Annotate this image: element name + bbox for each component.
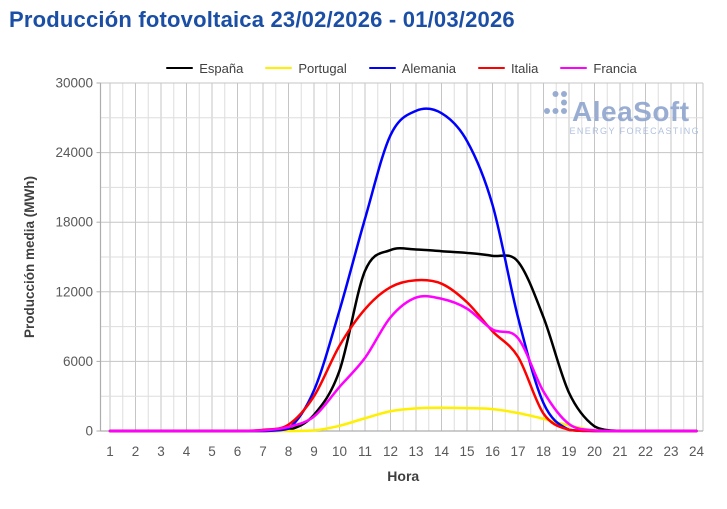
x-tick-label: 6 xyxy=(234,444,242,459)
x-tick-label: 19 xyxy=(561,444,576,459)
legend-swatch-icon xyxy=(560,66,588,70)
x-tick-label: 1 xyxy=(106,444,114,459)
x-tick-label: 13 xyxy=(408,444,423,459)
y-tick-label: 6000 xyxy=(63,354,93,369)
x-tick-label: 10 xyxy=(332,444,347,459)
logo-dots-icon xyxy=(561,91,567,97)
x-axis-title: Hora xyxy=(387,468,419,484)
x-tick-label: 3 xyxy=(157,444,165,459)
chart-title: Producción fotovoltaica 23/02/2026 - 01/… xyxy=(9,7,515,32)
x-tick-label: 15 xyxy=(459,444,474,459)
legend-swatch-icon xyxy=(166,66,194,70)
series-line-francia xyxy=(108,294,698,433)
x-tick-label: 7 xyxy=(259,444,267,459)
logo-dots-icon xyxy=(544,108,550,114)
logo-tagline: ENERGY FORECASTING xyxy=(569,126,700,136)
x-tick-label: 20 xyxy=(587,444,602,459)
x-tick-label: 9 xyxy=(310,444,318,459)
legend-item-alemania: Alemania xyxy=(368,60,456,76)
y-tick-label: 12000 xyxy=(55,284,93,299)
logo-wordmark: AleaSoft xyxy=(572,96,690,127)
legend-label: España xyxy=(199,60,244,76)
x-tick-label: 18 xyxy=(536,444,551,459)
x-tick-label: 23 xyxy=(663,444,678,459)
x-tick-label: 11 xyxy=(358,444,372,459)
x-tick-label: 2 xyxy=(132,444,140,459)
y-tick-label: 18000 xyxy=(55,215,93,230)
x-tick-label: 12 xyxy=(383,444,398,459)
x-tick-label: 17 xyxy=(510,444,525,459)
legend-item-españa: España xyxy=(166,62,243,75)
x-tick-label: 5 xyxy=(208,444,216,459)
logo-dots-icon xyxy=(552,91,559,97)
y-tick-label: 0 xyxy=(85,424,93,439)
legend-swatch-icon xyxy=(368,66,396,70)
legend-label: Francia xyxy=(593,60,637,76)
legend-label: Alemania xyxy=(401,60,456,76)
logo-dots-icon xyxy=(561,108,567,114)
x-tick-label: 4 xyxy=(183,444,191,459)
x-tick-label: 22 xyxy=(638,444,653,459)
legend-item-francia: Francia xyxy=(560,60,637,76)
logo-dots-icon xyxy=(552,108,559,114)
y-axis-title: Producción media (MWh) xyxy=(22,176,37,338)
y-tick-label: 24000 xyxy=(55,145,93,160)
y-tick-label: 30000 xyxy=(55,76,93,91)
logo-dots-icon xyxy=(561,99,567,106)
x-tick-label: 14 xyxy=(434,444,450,459)
legend-item-italia: Italia xyxy=(477,60,539,76)
legend-label: Portugal xyxy=(298,60,347,76)
legend-swatch-icon xyxy=(477,66,505,70)
x-tick-label: 24 xyxy=(689,444,705,459)
legend-swatch-icon xyxy=(265,66,293,70)
x-tick-label: 8 xyxy=(285,444,293,459)
x-tick-label: 21 xyxy=(612,444,627,459)
legend-label: Italia xyxy=(510,60,539,76)
legend-item-portugal: Portugal xyxy=(265,60,347,76)
legend: España Portugal Alemania Italia Francia xyxy=(100,59,703,77)
x-tick-label: 16 xyxy=(485,444,500,459)
